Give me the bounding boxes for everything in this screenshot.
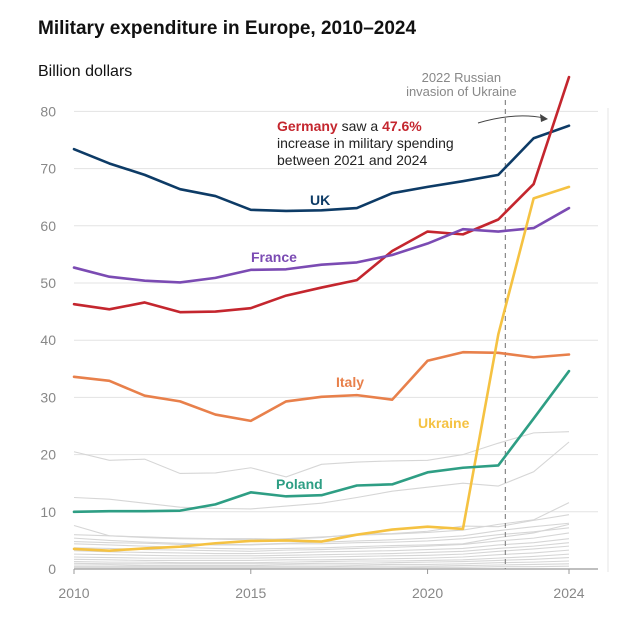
- x-tick-2015: 2015: [235, 585, 266, 601]
- chart-title: Military expenditure in Europe, 2010–202…: [38, 18, 417, 39]
- series-line-poland: [72, 369, 571, 514]
- series-label-uk: UK: [310, 192, 330, 208]
- y-tick-50: 50: [40, 275, 56, 291]
- y-tick-labels: 0 10 20 30 40 50 60 70 80: [40, 103, 56, 577]
- annotation-percent: 47.6%: [382, 118, 422, 134]
- background-line-6: [73, 527, 570, 546]
- background-line-9: [73, 538, 570, 555]
- background-line-4: [73, 502, 570, 541]
- x-tick-2010: 2010: [58, 585, 89, 601]
- y-axis-label: Billion dollars: [38, 63, 133, 80]
- background-line-15: [74, 560, 570, 567]
- y-tick-20: 20: [40, 447, 56, 463]
- y-tick-40: 40: [40, 332, 56, 348]
- invasion-label-line-2: invasion of Ukraine: [406, 84, 517, 99]
- invasion-label-line-1: 2022 Russian: [422, 70, 502, 85]
- background-line-11: [73, 545, 570, 559]
- series-line-italy: [72, 350, 571, 423]
- annotation-arrow-head: [540, 114, 548, 122]
- series-line-germany: [72, 75, 571, 314]
- background-line-8: [73, 532, 570, 552]
- background-line-10: [73, 542, 570, 557]
- background-line-16: [74, 563, 570, 568]
- annotation-country: Germany: [277, 118, 338, 134]
- germany-annotation: Germany saw a 47.6% increase in military…: [277, 114, 548, 168]
- highlighted-country-lines: [72, 75, 571, 552]
- background-line-13: [73, 553, 570, 564]
- y-tick-10: 10: [40, 504, 56, 520]
- annotation-line-2: increase in military spending: [277, 135, 454, 151]
- y-tick-30: 30: [40, 389, 56, 405]
- series-line-ukraine: [72, 185, 571, 552]
- series-label-france: France: [251, 249, 297, 265]
- background-line-17: [74, 565, 570, 569]
- x-tick-2024: 2024: [553, 585, 584, 601]
- series-line-uk: [72, 124, 571, 213]
- x-tick-2020: 2020: [412, 585, 443, 601]
- annotation-line-1: Germany saw a 47.6%: [277, 118, 422, 134]
- annotation-line-3: between 2021 and 2024: [277, 152, 427, 168]
- background-line-1: [73, 431, 570, 478]
- series-line-france: [72, 206, 571, 284]
- y-tick-70: 70: [40, 161, 56, 177]
- background-line-2: [73, 441, 570, 510]
- background-line-12: [73, 549, 570, 561]
- y-tick-60: 60: [40, 218, 56, 234]
- series-label-ukraine: Ukraine: [418, 415, 470, 431]
- series-label-italy: Italy: [336, 374, 364, 390]
- series-label-poland: Poland: [276, 476, 323, 492]
- background-country-lines: [73, 431, 570, 569]
- annotation-pre: saw a: [338, 118, 382, 134]
- annotation-arrow-line: [477, 115, 545, 124]
- background-line-14: [73, 557, 570, 565]
- invasion-marker: 2022 Russian invasion of Ukraine: [406, 70, 517, 569]
- background-line-7: [73, 523, 570, 550]
- y-tick-80: 80: [40, 103, 56, 119]
- x-tick-labels: 2010 2015 2020 2024: [58, 569, 585, 601]
- y-tick-0: 0: [48, 561, 56, 577]
